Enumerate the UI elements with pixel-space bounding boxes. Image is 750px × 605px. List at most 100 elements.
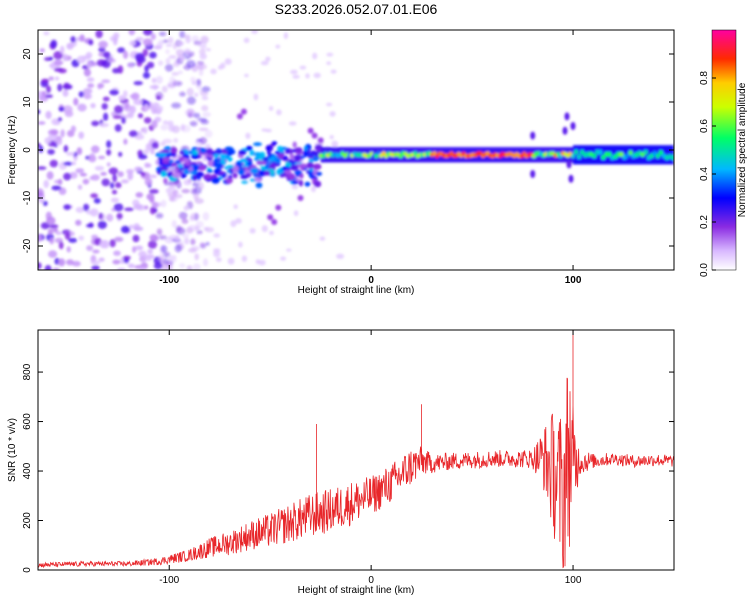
heatmap-cell <box>198 182 205 190</box>
heatmap-cell <box>165 43 173 47</box>
heatmap-cell <box>47 149 55 155</box>
heatmap-cell <box>63 82 71 90</box>
heatmap-cell <box>566 160 572 169</box>
heatmap-cell <box>303 145 308 152</box>
heatmap-cell <box>243 37 250 43</box>
heatmap-cell <box>144 177 153 186</box>
heatmap-cell <box>155 91 164 101</box>
heatmap-cell <box>52 227 59 233</box>
heatmap-cell <box>151 120 158 129</box>
heatmap-cell <box>82 65 89 70</box>
heatmap-cell <box>167 192 177 198</box>
heatmap-cell <box>203 258 208 267</box>
heatmap-cell <box>160 199 167 208</box>
heatmap-cell <box>218 171 226 175</box>
heatmap-cell <box>70 125 76 133</box>
heatmap-cell <box>201 96 209 101</box>
colorbar-tick-label: 0.6 <box>699 119 710 133</box>
heatmap-cell <box>138 250 147 258</box>
heatmap-cell <box>49 224 59 229</box>
heatmap-cell <box>658 150 664 156</box>
heatmap-cell <box>193 112 201 119</box>
heatmap-cell <box>150 33 156 40</box>
heatmap-cell <box>261 225 268 233</box>
colorbar-gradient <box>711 29 737 271</box>
heatmap-cell <box>213 233 221 238</box>
heatmap-cell <box>91 174 100 181</box>
heatmap-cell <box>60 129 65 138</box>
heatmap-cell <box>213 158 221 163</box>
colorbar-tick-label: 0.4 <box>699 167 710 181</box>
y-tick-label: 400 <box>22 462 33 479</box>
heatmap-cell <box>258 259 266 266</box>
heatmap-cell <box>570 153 576 159</box>
heatmap-cell <box>173 138 179 143</box>
heatmap-cell <box>106 162 111 167</box>
heatmap-cell <box>77 103 87 112</box>
heatmap-cell <box>245 145 253 151</box>
heatmap-cell <box>99 122 109 128</box>
heatmap-cell <box>98 47 106 53</box>
heatmap-cell <box>171 220 177 228</box>
heatmap-cell <box>90 103 96 109</box>
heatmap-cell <box>292 141 297 148</box>
heatmap-cell <box>107 58 116 63</box>
heatmap-cell <box>192 174 198 181</box>
heatmap-cell <box>304 181 311 187</box>
heatmap-cell <box>46 85 51 94</box>
heatmap-cell <box>171 102 182 109</box>
heatmap-cell <box>180 56 186 61</box>
heatmap-cell <box>75 219 82 226</box>
heatmap-cell <box>66 246 71 253</box>
heatmap-cell <box>288 173 296 181</box>
heatmap-cell <box>199 147 208 154</box>
heatmap-cell <box>63 172 72 181</box>
heatmap-cell <box>241 255 248 262</box>
heatmap-cell <box>64 110 74 118</box>
heatmap-cell <box>133 81 143 86</box>
heatmap-cell <box>225 177 233 184</box>
heatmap-cell <box>192 164 199 172</box>
heatmap-cell <box>161 85 168 93</box>
heatmap-cell <box>124 207 134 212</box>
heatmap-cell <box>271 141 278 146</box>
heatmap-cell <box>317 137 324 144</box>
heatmap-cell <box>202 111 212 118</box>
heatmap-cell <box>185 36 191 44</box>
heatmap-cell <box>113 37 118 46</box>
heatmap-cell <box>79 172 87 177</box>
heatmap-cell <box>305 153 314 157</box>
heatmap-cell <box>184 161 191 166</box>
heatmap-cell <box>72 260 81 267</box>
heatmap-cell <box>97 83 105 89</box>
heatmap-cell <box>255 182 263 189</box>
heatmap-cell <box>307 127 314 134</box>
heatmap-cell <box>132 246 137 253</box>
heatmap-cell <box>179 150 185 155</box>
heatmap-cell <box>196 230 203 235</box>
heatmap-cell <box>88 155 97 163</box>
heatmap-cell <box>186 96 196 105</box>
heatmap-cell <box>253 93 259 101</box>
heatmap-cell <box>265 163 271 170</box>
heatmap-cell <box>172 172 182 178</box>
heatmap-cell <box>181 218 189 224</box>
heatmap-cell <box>163 177 168 184</box>
heatmap-cell <box>113 250 121 256</box>
heatmap-cell <box>162 39 169 44</box>
heatmap-cell <box>156 105 164 112</box>
heatmap-cell <box>165 49 170 55</box>
heatmap-cell <box>57 83 63 92</box>
heatmap-cell <box>77 184 83 190</box>
heatmap-cell <box>38 109 41 114</box>
heatmap-cell <box>330 69 337 74</box>
heatmap-cell <box>179 91 186 97</box>
heatmap-cell <box>219 153 228 160</box>
y-tick-label: 10 <box>22 96 33 108</box>
heatmap-cell <box>259 161 267 165</box>
heatmap-cell <box>122 255 131 260</box>
heatmap-cell <box>176 227 186 235</box>
y-tick-label: 200 <box>22 512 33 529</box>
heatmap-cell <box>58 241 64 250</box>
heatmap-cell <box>135 37 144 41</box>
